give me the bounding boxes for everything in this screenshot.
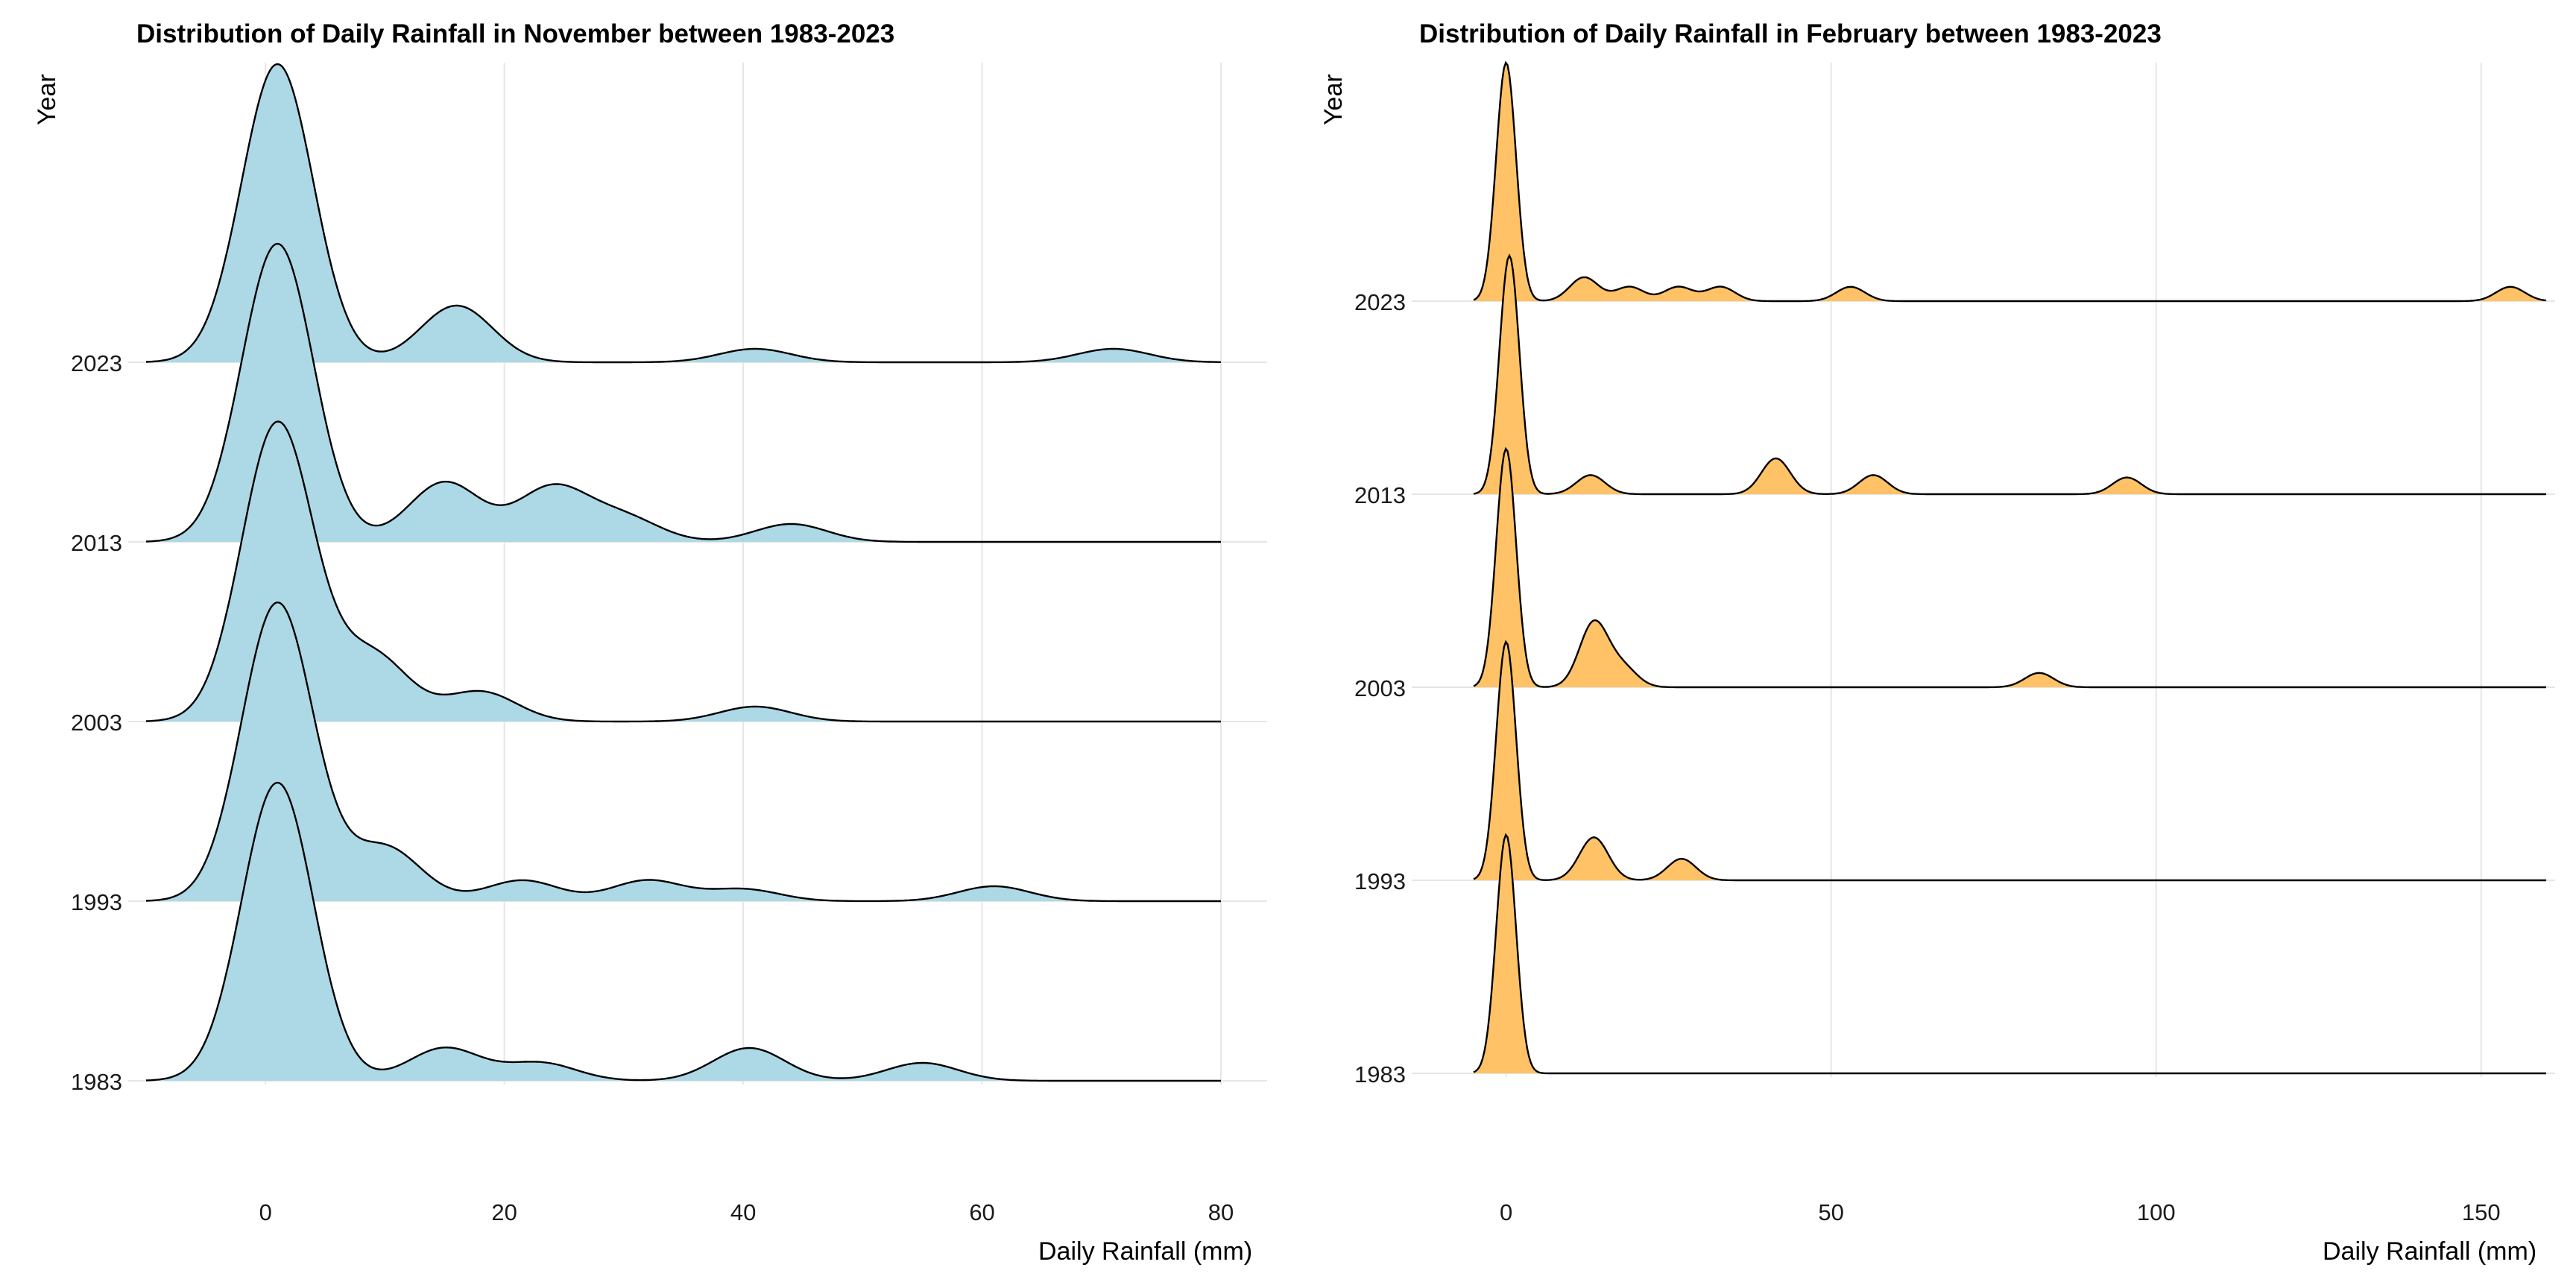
ridge-area-2023 — [1474, 63, 2546, 301]
y-tick-label: 1983 — [71, 1069, 122, 1095]
february-chart-panel: 1983 1993 2003 2013 2023 0 50 100 150 Distributi… — [1288, 0, 2576, 1288]
november-chart-panel: 1983 1993 2003 2013 2023 0 20 40 60 80 Distributi… — [33, 19, 1267, 1266]
y-tick-label: 2023 — [71, 350, 122, 376]
x-tick-label: 80 — [1208, 1199, 1234, 1225]
ridge-line-1983 — [1473, 833, 2546, 1075]
y-tick-label: 2003 — [1354, 675, 1406, 701]
x-axis-title: Daily Rainfall (mm) — [1038, 1237, 1253, 1266]
chart-title: Distribution of Daily Rainfall in Februa… — [1419, 19, 2162, 48]
february-ridgeline-chart: 1983 1993 2003 2013 2023 0 50 100 150 — [1354, 60, 2555, 1225]
y-tick-label: 2003 — [71, 710, 122, 736]
november-ridgeline-chart: 1983 1993 2003 2013 2023 0 20 40 60 80 — [71, 63, 1267, 1225]
y-axis-title: Year — [1319, 74, 1348, 125]
y-tick-label: 2023 — [1354, 289, 1406, 315]
x-tick-label: 20 — [491, 1199, 517, 1225]
x-tick-label: 60 — [969, 1199, 994, 1225]
y-tick-label: 1993 — [71, 889, 122, 915]
ridge-line-1993 — [145, 602, 1221, 903]
x-axis-title: Daily Rainfall (mm) — [2323, 1237, 2537, 1266]
ridge-area-1983 — [146, 783, 1221, 1081]
ridge-area-2023 — [146, 64, 1221, 362]
chart-title: Distribution of Daily Rainfall in Novemb… — [136, 19, 895, 48]
y-tick-label: 1983 — [1354, 1061, 1406, 1087]
y-axis-title: Year — [33, 74, 61, 125]
ridge-line-2023 — [1473, 60, 2547, 303]
x-tick-label: 150 — [2462, 1199, 2501, 1225]
ridge-line-1993 — [1473, 640, 2546, 882]
x-tick-label: 50 — [1818, 1199, 1843, 1225]
x-tick-label: 100 — [2137, 1199, 2176, 1225]
ridge-line-2023 — [145, 63, 1221, 364]
ridge-line-2003 — [145, 420, 1221, 723]
ridge-line-1983 — [145, 781, 1221, 1082]
ridge-area-2003 — [1474, 449, 2546, 687]
ridge-area-1993 — [1474, 642, 2546, 880]
x-tick-label: 40 — [730, 1199, 756, 1225]
ridge-line-2013 — [145, 242, 1221, 543]
y-tick-label: 1993 — [1354, 868, 1406, 894]
y-tick-label: 2013 — [1354, 482, 1406, 508]
y-tick-label: 2013 — [71, 530, 122, 556]
ridge-line-2013 — [1473, 253, 2546, 496]
ridge-line-2003 — [1473, 446, 2546, 689]
x-tick-label: 0 — [1500, 1199, 1512, 1225]
x-tick-label: 0 — [259, 1199, 272, 1225]
ridge-area-1983 — [1474, 835, 2546, 1073]
